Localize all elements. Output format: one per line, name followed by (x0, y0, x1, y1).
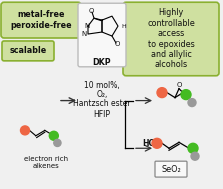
Text: scalable: scalable (9, 46, 47, 55)
Circle shape (152, 138, 162, 148)
Text: 10 mol%,: 10 mol%, (84, 81, 120, 90)
Circle shape (188, 99, 196, 107)
FancyBboxPatch shape (78, 3, 126, 67)
Circle shape (21, 126, 29, 135)
FancyBboxPatch shape (155, 161, 187, 177)
Text: HO: HO (142, 139, 155, 148)
FancyBboxPatch shape (1, 2, 81, 38)
Text: H: H (121, 24, 126, 29)
Text: O: O (114, 41, 120, 47)
Text: N: N (82, 31, 87, 37)
Text: SeO₂: SeO₂ (161, 165, 181, 174)
Circle shape (54, 139, 61, 146)
Circle shape (191, 152, 199, 160)
Text: O: O (88, 8, 94, 14)
Text: HFIP: HFIP (93, 109, 111, 119)
Text: electron rich
alkenes: electron rich alkenes (24, 156, 68, 169)
Circle shape (157, 88, 167, 98)
Circle shape (188, 143, 198, 153)
Text: O₂,: O₂, (96, 90, 108, 99)
Text: Highly
controllable
access
to epoxides
and allylic
alcohols: Highly controllable access to epoxides a… (147, 9, 195, 70)
Text: DKP: DKP (93, 58, 111, 67)
FancyBboxPatch shape (123, 2, 219, 76)
Text: Hantzsch ester: Hantzsch ester (73, 99, 131, 108)
FancyBboxPatch shape (2, 41, 54, 61)
Circle shape (49, 131, 58, 140)
Text: O: O (176, 82, 182, 88)
Circle shape (181, 90, 191, 100)
Text: N: N (84, 23, 90, 29)
Text: metal-free
peroxide-free: metal-free peroxide-free (10, 10, 72, 30)
